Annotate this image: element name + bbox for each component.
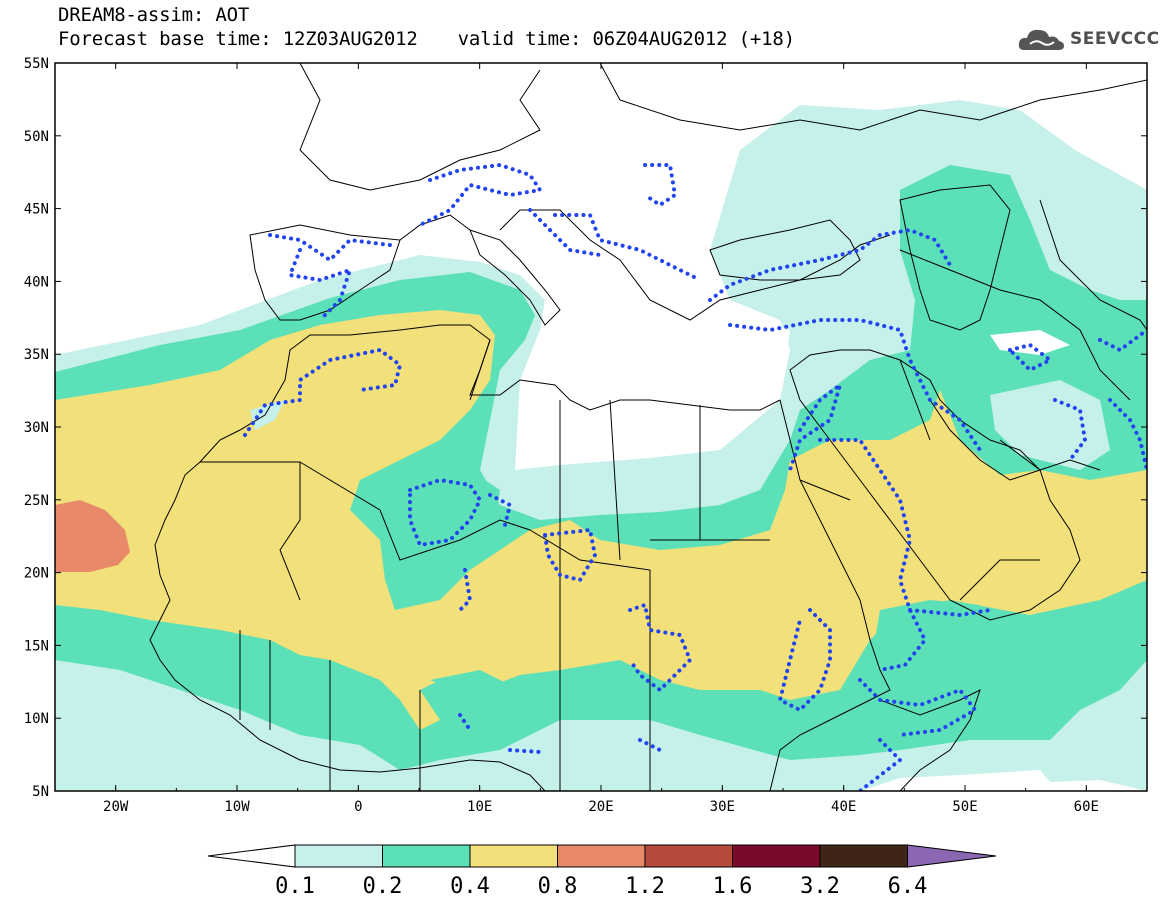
colorbar-label: 1.6 [713,874,753,899]
coastline-red-sea [769,399,891,791]
lon-tick-label: 0 [354,799,362,815]
lon-tick-label: 40E [831,799,856,815]
lat-tick-label: 5N [32,784,49,800]
latitude-ticks: 55N 50N 45N 40N 35N 30N 25N 20N 15N 10N 5N [24,56,1147,800]
colorbar-label: 0.8 [538,874,578,899]
colorbar-box [469,844,558,868]
time-info: Forecast base time: 12Z03AUG2012 valid ti… [58,28,795,50]
colorbar-box [644,844,733,868]
lat-tick-label: 40N [24,274,49,290]
logo-text: SEEVCCC [1070,29,1160,49]
lat-tick-label: 20N [24,566,49,582]
colorbar-over-triangle [907,844,997,868]
aot-band-0.8 [55,500,130,572]
colorbar-label: 6.4 [888,874,928,899]
coastline-west-africa [149,461,546,791]
borders [149,63,1147,791]
lat-tick-label: 55N [24,56,49,72]
lat-tick-label: 45N [24,202,49,218]
lat-tick-label: 25N [24,493,49,509]
lon-tick-label: 10W [224,799,250,815]
colorbar-box [819,844,908,868]
aot-band-0.4 [55,310,1147,730]
coastline-persian-gulf [929,399,1101,481]
border-lines [200,339,1041,791]
observation-contours [243,162,1147,791]
coastline-iberia [249,224,401,321]
colorbar-box [382,844,471,868]
mediterranean-clear [545,300,790,410]
colorbar-box [732,844,821,868]
colorbar: 0.1 0.2 0.4 0.8 1.2 1.6 3.2 6.4 [207,844,997,899]
lon-tick-label: 60E [1074,799,1099,815]
map-title: DREAM8-assim: AOT [58,4,250,26]
coastline-caspian [899,184,1011,331]
lat-tick-label: 30N [24,420,49,436]
lon-tick-label: 20W [103,799,129,815]
lon-tick-label: 30E [710,799,735,815]
lon-tick-label: 20E [588,799,613,815]
colorbar-label: 0.1 [275,874,315,899]
colorbar-label: 0.2 [363,874,403,899]
base-time: Forecast base time: 12Z03AUG2012 [58,28,418,50]
colorbar-label: 0.4 [450,874,490,899]
colorbar-label: 3.2 [800,874,840,899]
longitude-ticks: 20W 10W 0 10E 20E 30E 40E 50E 60E [54,63,1148,815]
lat-tick-label: 10N [24,711,49,727]
colorbar-box [294,844,383,868]
cloud-icon [1018,29,1064,50]
iran-border [899,199,1147,401]
lon-tick-label: 50E [952,799,977,815]
coastline-italy [469,229,561,326]
lat-tick-label: 35N [24,347,49,363]
lat-tick-label: 15N [24,638,49,654]
lon-tick-label: 10E [467,799,492,815]
colorbar-under-triangle [207,844,296,868]
colorbar-label: 1.2 [625,874,665,899]
coastline-horn-africa [879,689,981,791]
seevccc-logo: SEEVCCC [1018,24,1160,54]
valid-time: valid time: 06Z04AUG2012 (+18) [457,28,795,50]
coastline-north [299,63,1147,191]
aot-field [55,63,1147,791]
colorbar-box [557,844,646,868]
lat-tick-label: 50N [24,129,49,145]
coastline-europe [399,209,891,321]
coastline-arabia [789,349,1081,621]
